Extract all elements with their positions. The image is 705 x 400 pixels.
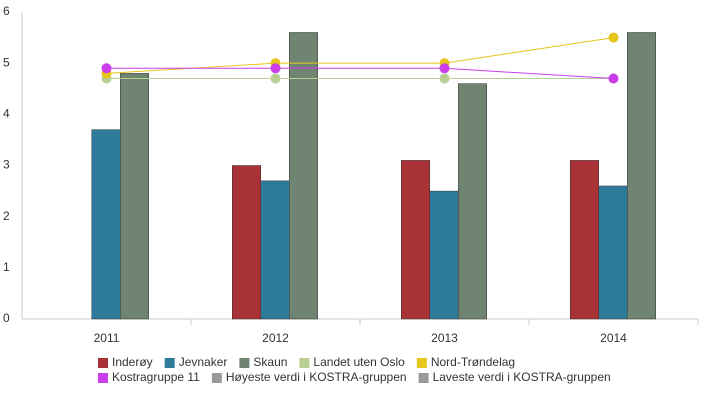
point (439, 63, 450, 74)
y-tick-label: 0 (3, 311, 10, 325)
bar (289, 32, 318, 320)
legend-swatch (239, 358, 250, 368)
legend-swatch (416, 358, 427, 368)
bar (120, 73, 149, 320)
legend-item[interactable]: Inderøy (98, 355, 153, 369)
legend-label: Skaun (253, 355, 287, 369)
point (608, 32, 619, 43)
legend-swatch (98, 358, 108, 368)
point (439, 73, 450, 84)
y-tick-label: 2 (3, 209, 10, 223)
bar (458, 83, 487, 320)
legend-item[interactable]: Jevnaker (164, 355, 228, 369)
bar (627, 32, 656, 320)
legend-item[interactable]: Høyeste verdi i KOSTRA-gruppen (211, 370, 407, 384)
bar (401, 160, 430, 320)
legend-item[interactable]: Laveste verdi i KOSTRA-gruppen (418, 370, 611, 384)
legend-swatch (299, 358, 310, 368)
point (608, 73, 619, 84)
legend-label: Inderøy (112, 355, 153, 369)
legend-label: Høyeste verdi i KOSTRA-gruppen (226, 370, 407, 384)
y-tick-label: 1 (3, 260, 10, 274)
x-tick-label: 2012 (262, 331, 289, 345)
y-tick-label: 6 (3, 4, 10, 18)
legend-swatch (418, 373, 429, 383)
bar (570, 160, 599, 320)
legend-item[interactable]: Landet uten Oslo (299, 355, 405, 369)
point (270, 73, 281, 84)
bar (91, 129, 121, 320)
legend-item[interactable]: Nord-Trøndelag (416, 355, 515, 369)
y-tick-label: 3 (3, 158, 10, 172)
x-tick-label: 2013 (431, 331, 458, 345)
bar (429, 190, 459, 320)
legend-swatch (164, 358, 175, 368)
bar (598, 185, 628, 320)
x-tick-label: 2011 (94, 331, 120, 345)
legend-swatch (211, 373, 222, 383)
bar (232, 165, 261, 320)
legend-swatch (98, 373, 108, 383)
y-tick-label: 4 (3, 107, 10, 121)
x-tick-label: 2014 (600, 331, 627, 345)
legend-item[interactable]: Kostragruppe 11 (98, 370, 200, 384)
legend-label: Nord-Trøndelag (431, 355, 515, 369)
line (106, 67, 614, 80)
legend-label: Laveste verdi i KOSTRA-gruppen (433, 370, 611, 384)
y-tick-label: 5 (3, 55, 10, 69)
bar (260, 180, 290, 320)
legend-item[interactable]: Skaun (239, 355, 287, 369)
point (270, 63, 281, 74)
legend-label: Kostragruppe 11 (112, 370, 200, 384)
legend-label: Jevnaker (179, 355, 228, 369)
point (101, 63, 112, 74)
legend-label: Landet uten Oslo (313, 355, 405, 369)
